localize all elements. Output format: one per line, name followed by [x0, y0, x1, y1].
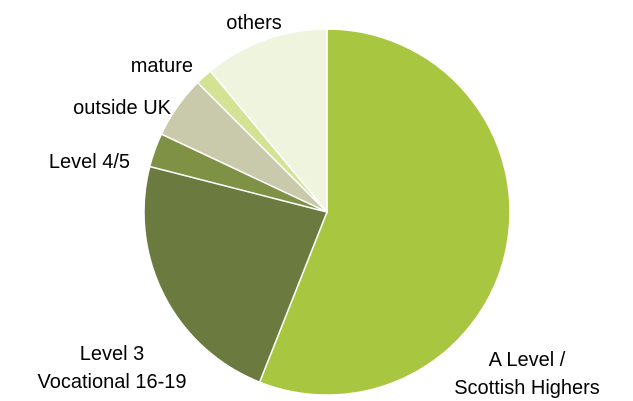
- pie-slice: [258, 28, 511, 396]
- slice-label-line: mature: [131, 55, 193, 77]
- slice-label: Level 3 Vocational 16-19: [37, 343, 186, 393]
- slice-label-line: Vocational 16-19: [37, 371, 186, 393]
- slice-label-line: Level 3: [80, 343, 145, 365]
- slice-label-line: A Level /: [489, 349, 566, 371]
- slice-label: outside UK: [73, 97, 171, 119]
- slice-label: Level 4/5: [49, 151, 130, 173]
- slice-label-line: outside UK: [73, 97, 171, 119]
- slice-label: A Level / Scottish Highers: [454, 349, 600, 399]
- slice-label: mature: [131, 55, 193, 77]
- pie-labels: A Level / Scottish Highers Level 3 Vocation…: [37, 12, 599, 399]
- slice-label: others: [226, 12, 282, 34]
- slice-label-line: Scottish Highers: [454, 377, 600, 399]
- pie-slices: [143, 28, 511, 396]
- slice-label-line: others: [226, 12, 282, 34]
- slice-label-line: Level 4/5: [49, 151, 130, 173]
- pie-slice: [143, 165, 329, 384]
- pie-slice: [209, 28, 328, 215]
